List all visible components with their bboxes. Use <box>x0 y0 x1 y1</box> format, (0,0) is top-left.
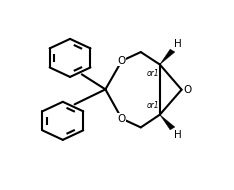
Polygon shape <box>160 115 175 130</box>
Text: O: O <box>184 85 192 95</box>
Text: H: H <box>174 40 182 49</box>
Text: H: H <box>174 130 182 140</box>
Text: or1: or1 <box>146 69 159 78</box>
Text: O: O <box>118 114 126 124</box>
Polygon shape <box>160 49 175 64</box>
Text: O: O <box>118 56 126 66</box>
Text: or1: or1 <box>146 101 159 110</box>
